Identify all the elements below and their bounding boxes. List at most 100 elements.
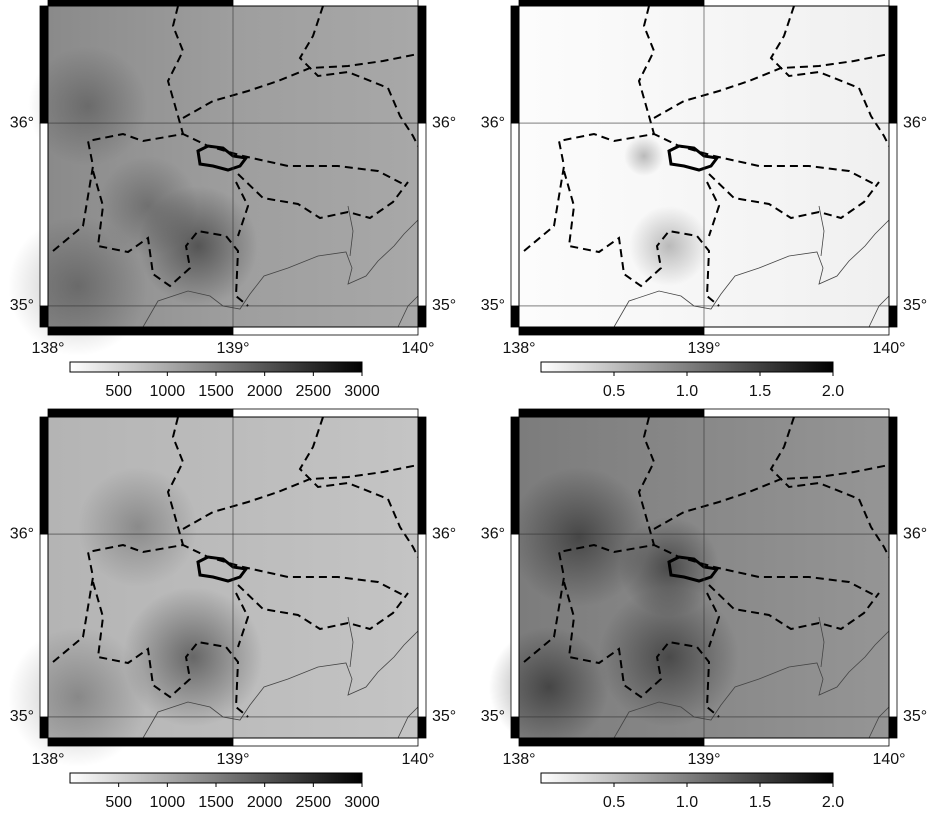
map-panel: 138° 139° 140° 35° 35° 36° 36° 0.5 1.0 1.5 2.0 [481, 408, 927, 811]
colorbar-label: 1.0 [676, 794, 698, 811]
frame-bar [703, 0, 890, 7]
lat-tick-label: 35° [10, 708, 34, 725]
lat-tick-label: 36° [481, 525, 505, 542]
colorbar-label: 3000 [344, 794, 380, 811]
colorbar-label: 1.0 [676, 383, 698, 400]
colorbar-label: 0.5 [603, 794, 625, 811]
frame-bar [703, 326, 890, 336]
lat-tick-label: 36° [432, 525, 456, 542]
frame-bar [39, 5, 49, 124]
shade-blob [509, 467, 649, 607]
frame-bar [510, 416, 520, 535]
frame-bar [232, 408, 419, 418]
lat-tick-label: 35° [903, 708, 927, 725]
colorbar-label: 2500 [296, 383, 332, 400]
map-panel: 138° 139° 140° 35° 35° 36° 36° 500 1000 1500 2000 2… [8, 0, 456, 400]
lon-tick-label: 139° [687, 340, 720, 357]
lat-tick-label: 35° [10, 297, 34, 314]
frame-bar [518, 408, 705, 418]
frame-bar [510, 122, 520, 307]
colorbar-label: 1500 [198, 794, 234, 811]
lat-tick-label: 35° [903, 297, 927, 314]
frame-bar [47, 737, 234, 747]
frame-bar [232, 737, 419, 747]
map-panel: 138° 139° 140° 35° 35° 36° 36° 500 1000 1500 2000 2… [8, 408, 456, 811]
lon-tick-label: 140° [872, 340, 905, 357]
lat-tick-label: 36° [432, 114, 456, 131]
frame-bar [888, 122, 898, 307]
frame-bar [510, 305, 520, 328]
colorbar-label: 3000 [344, 383, 380, 400]
shade-blob [28, 46, 148, 166]
colorbar-label: 2.0 [822, 383, 844, 400]
frame-bar [518, 0, 705, 7]
frame-bar [518, 326, 705, 336]
colorbar-label: 1.5 [749, 383, 771, 400]
lon-tick-label: 139° [216, 751, 249, 768]
lon-tick-label: 138° [31, 340, 64, 357]
colorbar [540, 772, 834, 784]
lat-tick-label: 36° [481, 114, 505, 131]
colorbar-label: 0.5 [603, 383, 625, 400]
lon-tick-label: 140° [401, 340, 434, 357]
shade-blob [629, 206, 709, 286]
frame-bar [47, 326, 234, 336]
frame-bar [703, 737, 890, 747]
colorbar [69, 361, 363, 373]
frame-bar [39, 305, 49, 328]
colorbar-label: 1000 [150, 794, 186, 811]
frame [47, 416, 419, 739]
shade-blob [123, 587, 263, 727]
frame-bar [39, 122, 49, 307]
frame-bar [417, 416, 427, 535]
frame-bar [47, 408, 234, 418]
frame-bar [417, 122, 427, 307]
frame [518, 416, 890, 739]
lat-tick-label: 36° [10, 114, 34, 131]
frame-bar [888, 533, 898, 718]
frame [47, 5, 419, 328]
map-shading [8, 4, 420, 356]
lat-tick-label: 35° [432, 297, 456, 314]
shade-blob [98, 156, 198, 256]
lat-tick-label: 36° [10, 525, 34, 542]
frame-bar [39, 716, 49, 739]
lon-tick-label: 140° [401, 751, 434, 768]
frame-bar [417, 5, 427, 124]
lon-tick-label: 138° [502, 751, 535, 768]
lon-tick-label: 140° [872, 751, 905, 768]
frame-bar [232, 0, 419, 7]
colorbar-label: 500 [105, 383, 132, 400]
map-panel: 138° 139° 140° 35° 35° 36° 36° 0.5 1.0 1.5 2.0 [481, 0, 927, 400]
lon-tick-label: 138° [31, 751, 64, 768]
colorbar-label: 2.0 [822, 794, 844, 811]
frame-bar [47, 0, 234, 7]
lat-tick-label: 35° [432, 708, 456, 725]
frame-bar [39, 533, 49, 718]
lat-tick-label: 36° [903, 114, 927, 131]
colorbar-label: 2000 [247, 383, 283, 400]
colorbar-label: 1.5 [749, 794, 771, 811]
frame-bar [417, 305, 427, 328]
lon-tick-label: 138° [502, 340, 535, 357]
frame-bar [888, 5, 898, 124]
frame-bar [417, 533, 427, 718]
frame-bar [888, 416, 898, 535]
colorbar [540, 361, 834, 373]
colorbar [69, 772, 363, 784]
map-shading [522, 4, 891, 329]
lat-tick-label: 35° [481, 708, 505, 725]
frame [518, 5, 890, 328]
frame-bar [888, 716, 898, 739]
lon-tick-label: 139° [216, 340, 249, 357]
lon-tick-label: 139° [687, 751, 720, 768]
frame-bar [417, 716, 427, 739]
frame-bar [703, 408, 890, 418]
frame-bar [518, 737, 705, 747]
frame-bar [232, 326, 419, 336]
shade-blob [489, 627, 609, 747]
lat-tick-label: 36° [903, 525, 927, 542]
shade-blob [624, 136, 664, 176]
frame-bar [510, 5, 520, 124]
